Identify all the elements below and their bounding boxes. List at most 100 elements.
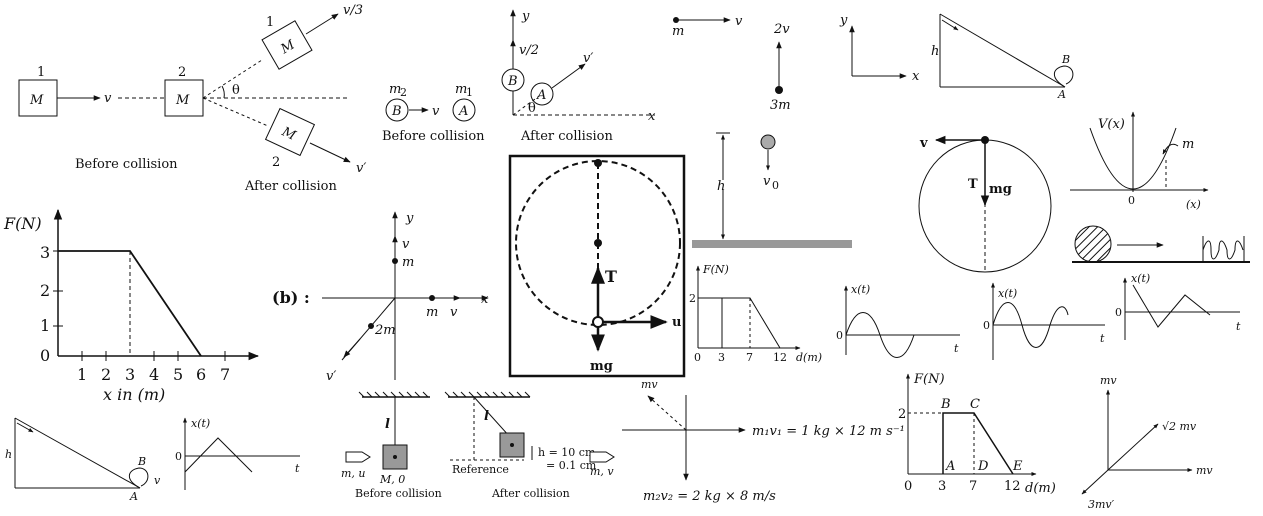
bullet-1 xyxy=(345,451,371,463)
point-d: D xyxy=(977,459,989,474)
force-xticks xyxy=(81,351,226,361)
block-2-label: M xyxy=(175,93,190,108)
labeled-force-curve xyxy=(942,412,1014,475)
xt-graph-sine: x(t) 0 t xyxy=(836,283,960,358)
labeled-force-ylabel: F(N) xyxy=(913,372,945,387)
xt4-curve xyxy=(184,437,253,473)
xt3-t: t xyxy=(1236,320,1241,333)
xt1-label: x(t) xyxy=(851,283,870,296)
momentum-vector-diagram: mv √2 mv mv 3mv′ xyxy=(1081,374,1213,511)
vertical-circle-center xyxy=(594,239,602,247)
point-b: B xyxy=(940,397,951,412)
force-ylabel: F(N) xyxy=(3,214,42,233)
labeled-force-t12: 12 xyxy=(1004,479,1021,494)
right-mass-label: m xyxy=(426,305,438,320)
falling-ball-v: v xyxy=(763,174,771,189)
lower-velocity-label: v′ xyxy=(356,161,366,176)
up-velocity-label: v xyxy=(402,237,410,252)
mass-2-sub: 2 xyxy=(400,86,407,99)
xt2-zero: 0 xyxy=(983,319,990,332)
xt-graph-triangle: x(t) 0 t xyxy=(175,417,300,490)
vertical-circle-top xyxy=(594,159,602,167)
mv-y-label: mv xyxy=(1100,374,1117,387)
particle-3m-velocity: 2v xyxy=(773,22,790,37)
block-lower-number: 2 xyxy=(272,155,280,170)
xt4-zero: 0 xyxy=(175,450,182,463)
ball-b-velocity: v xyxy=(432,104,440,119)
y-axis-label: y xyxy=(521,9,530,24)
block-1 xyxy=(18,79,58,117)
xt4-t: t xyxy=(295,462,300,475)
reference-label: Reference xyxy=(452,463,509,476)
labeled-force-zero: 0 xyxy=(904,479,912,494)
incline-bottom-A: A xyxy=(129,490,138,503)
circle-tension-label: T xyxy=(968,177,978,192)
bob-2-dot xyxy=(510,443,514,447)
tension-label: T xyxy=(605,267,617,286)
pendulum-after-caption: After collision xyxy=(491,487,570,500)
incline-bottom-loop xyxy=(128,467,149,489)
ball-a-velocity-label: v′ xyxy=(583,51,593,66)
ball-b-after xyxy=(501,68,525,92)
ball-b-after-label: B xyxy=(507,74,518,89)
mv-recoil xyxy=(1081,469,1109,495)
string-2-label: l xyxy=(484,409,489,424)
height-label-2: = 0.1 cm xyxy=(546,459,597,472)
xt2-label: x(t) xyxy=(998,287,1017,300)
mv-x-label: mv xyxy=(1196,464,1213,477)
force-ytick-2: 2 xyxy=(40,281,50,300)
spring-diagram xyxy=(1072,225,1250,263)
mv-resultant-label: √2 mv xyxy=(1162,420,1197,433)
xy-axes-diagram: y x xyxy=(839,13,920,84)
labeled-force-y2: 2 xyxy=(898,407,906,422)
circle-velocity-label: v xyxy=(919,136,928,151)
force-xtick-5: 5 xyxy=(173,365,183,384)
xt-graph-zigzag: x(t) 0 t xyxy=(1115,272,1241,340)
xt1-t: t xyxy=(954,342,959,355)
after-caption: After collision xyxy=(244,179,337,194)
point-c: C xyxy=(970,397,980,412)
upper-velocity-arrow xyxy=(305,13,339,35)
diagonal-velocity-arrow xyxy=(343,338,361,358)
ceiling-2-hatch xyxy=(444,391,531,398)
lower-path xyxy=(202,97,269,127)
block-upper-number: 1 xyxy=(266,15,274,30)
potential-ylabel: V(x) xyxy=(1098,117,1125,132)
mv-recoil-label: 3mv′ xyxy=(1088,498,1115,511)
incline-bottom-B: B xyxy=(137,455,146,468)
string-1-label: l xyxy=(385,417,390,432)
collision-1d-diagram: 1 M v 2 M M 1 v/3 M 2 v′ θ Before collis… xyxy=(18,3,366,194)
weight-label: mg xyxy=(590,359,613,374)
balls-before-diagram: m 2 B v m 1 A Before collision xyxy=(382,82,485,144)
diagonal-velocity-label: v′ xyxy=(326,369,336,384)
bullet-1-label: m, u xyxy=(341,467,366,480)
xt1-curve xyxy=(845,312,915,358)
string-2 xyxy=(473,396,511,438)
small-force-xlabel: d(m) xyxy=(796,351,822,364)
falling-ball xyxy=(760,134,776,150)
x-axis-label: x xyxy=(648,109,656,124)
force-xtick-2: 2 xyxy=(101,365,111,384)
ground-surface xyxy=(692,240,852,248)
upper-velocity-label: v/3 xyxy=(343,3,363,18)
xy-y-label: y xyxy=(839,13,848,28)
block-upper: M xyxy=(261,20,313,70)
incline-top-B: B xyxy=(1061,53,1070,66)
mass-2-label: m xyxy=(389,82,401,97)
force-ytick-0: 0 xyxy=(40,346,50,365)
ball-a-label: A xyxy=(458,104,468,119)
split-particle-diagram: m v 2v 3m xyxy=(672,14,791,113)
force-graph-small: F(N) 2 0 3 7 12 d(m) xyxy=(689,263,822,364)
bottom-point xyxy=(592,316,604,328)
block-1-label: M xyxy=(29,93,44,108)
xt-graph-sine-2: x(t) 0 t xyxy=(983,282,1105,360)
speed-label: u xyxy=(672,315,681,330)
ball-a-after-label: A xyxy=(536,88,546,103)
up-mass-label: m xyxy=(402,255,414,270)
block-2-number: 2 xyxy=(178,65,186,80)
mv-label: mv xyxy=(641,378,658,391)
right-velocity-label: v xyxy=(450,305,458,320)
force-xlabel: x in (m) xyxy=(103,385,165,404)
labeled-force-t7: 7 xyxy=(969,479,977,494)
ball-b-velocity-label: v/2 xyxy=(519,43,539,58)
